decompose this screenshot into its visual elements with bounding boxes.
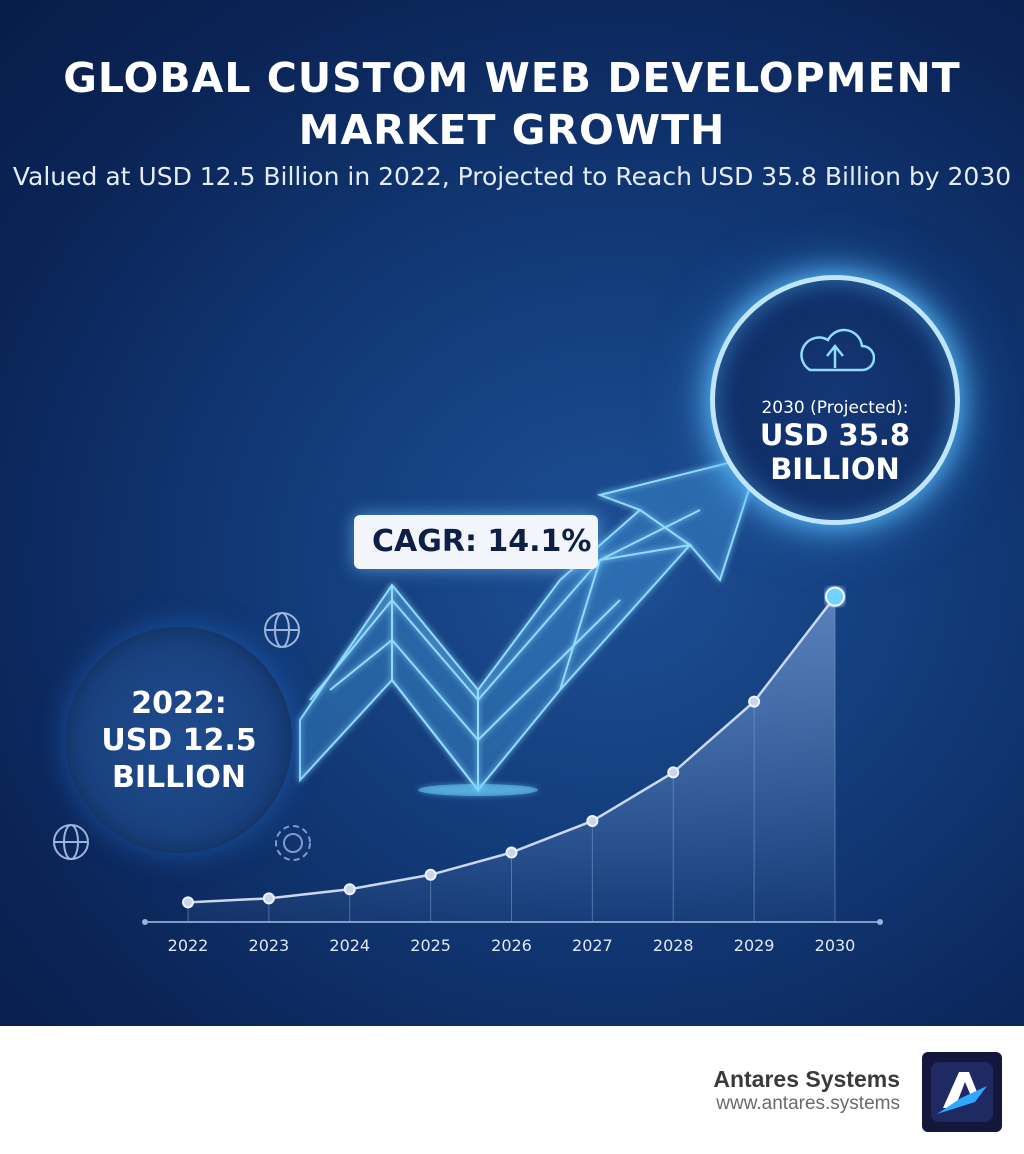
- x-tick-2030: 2030: [814, 936, 856, 955]
- projected-value: USD 35.8: [759, 418, 911, 452]
- infographic: GLOBAL CUSTOM WEB DEVELOPMENT MARKET GRO…: [0, 0, 1024, 1026]
- data-point-2030: [825, 586, 845, 607]
- page-subtitle: Valued at USD 12.5 Billion in 2022, Proj…: [12, 162, 1012, 191]
- start-year: 2022:: [131, 685, 227, 721]
- brand-name: Antares Systems: [713, 1066, 900, 1092]
- page-title: GLOBAL CUSTOM WEB DEVELOPMENT MARKET GRO…: [63, 54, 961, 154]
- gear-icon: [275, 825, 311, 861]
- x-tick-2023: 2023: [248, 936, 290, 955]
- chart-canvas: [53, 453, 883, 925]
- brand-url[interactable]: www.antares.systems: [716, 1093, 900, 1114]
- projected-amount: USD 35.8 BILLION: [715, 418, 955, 486]
- start-value-callout: 2022: USD 12.5 BILLION: [66, 627, 292, 853]
- x-tick-2027: 2027: [572, 936, 613, 955]
- x-tick-2022: 2022: [167, 936, 209, 955]
- cloud-upload-icon: [800, 328, 875, 372]
- data-point-2023: [262, 892, 275, 905]
- projected-label: 2030 (Projected):: [761, 398, 909, 418]
- brand-block: Antares Systems www.antares.systems: [713, 1066, 900, 1115]
- end-value-callout: 2030 (Projected): USD 35.8 BILLION: [710, 275, 960, 525]
- x-tick-2029: 2029: [733, 936, 775, 955]
- x-tick-2025: 2025: [410, 936, 451, 955]
- data-point-2025: [424, 868, 437, 881]
- data-point-2022: [182, 896, 194, 909]
- data-point-2028: [667, 766, 680, 779]
- start-amount: USD 12.5: [101, 722, 257, 758]
- x-tick-2024: 2024: [329, 936, 371, 955]
- x-tick-2026: 2026: [491, 936, 532, 955]
- cagr-badge: CAGR: 14.1%: [354, 515, 598, 569]
- brand-logo: [922, 1052, 1002, 1132]
- data-point-2029: [748, 695, 761, 708]
- x-tick-2028: 2028: [652, 936, 694, 955]
- data-point-2024: [343, 883, 356, 896]
- globe-icon: [264, 612, 300, 648]
- data-point-2027: [586, 814, 599, 827]
- projected-unit: BILLION: [770, 452, 900, 486]
- logo-a-icon: [937, 1072, 987, 1114]
- footer: [0, 1026, 1024, 1154]
- start-unit: BILLION: [111, 759, 247, 795]
- network-arrow-graphic: [299, 453, 762, 796]
- globe-icon: [53, 824, 89, 860]
- data-point-2026: [505, 846, 518, 859]
